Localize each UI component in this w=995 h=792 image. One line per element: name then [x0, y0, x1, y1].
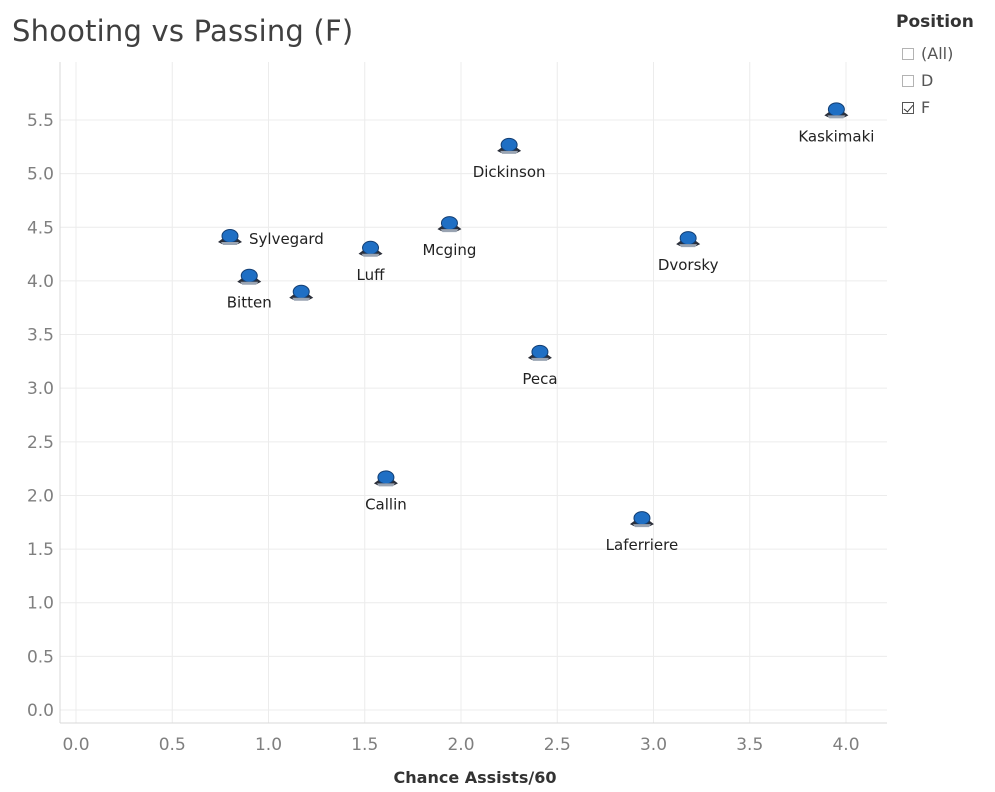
point-label: Laferriere [606, 536, 679, 554]
chart-title: Shooting vs Passing (F) [12, 14, 354, 48]
team-logo-base [679, 244, 698, 248]
data-points: Kaskimaki Dickinson Sylvegard Mcging Luff Dvo… [218, 102, 874, 554]
team-logo-base [361, 253, 380, 257]
grid-lines [60, 62, 887, 723]
data-point [497, 137, 522, 154]
point-label: Dickinson [473, 163, 546, 181]
data-point [289, 284, 314, 301]
team-logo-head [377, 470, 395, 485]
x-tick-label: 4.0 [832, 735, 859, 755]
team-logo-head [221, 229, 239, 243]
x-tick-label: 3.0 [640, 735, 667, 755]
x-tick-label: 2.5 [544, 735, 571, 755]
y-tick-label: 1.0 [27, 594, 54, 614]
team-logo-base [827, 115, 846, 119]
y-tick-label: 4.0 [27, 272, 54, 292]
point-label: Callin [365, 495, 407, 513]
team-logo-head [500, 137, 518, 152]
team-logo-head [679, 231, 697, 246]
team-logo-base [530, 357, 549, 361]
x-tick-label: 3.5 [736, 735, 763, 755]
team-logo-head [240, 268, 258, 283]
data-point [629, 511, 654, 528]
axes: 0.0 0.5 1.0 1.5 2.0 2.5 3.0 3.5 4.0 0.0 0.5 1.0 1.5 2… [27, 62, 887, 755]
point-label: Luff [357, 266, 386, 284]
y-tick-label: 1.5 [27, 540, 54, 560]
team-logo-base [500, 150, 519, 154]
y-tick-label: 0.0 [27, 701, 54, 721]
x-tick-label: 2.0 [447, 735, 474, 755]
legend-checkbox[interactable] [902, 47, 914, 60]
y-tick-label: 2.5 [27, 433, 54, 453]
y-tick-label: 0.5 [27, 647, 54, 667]
data-point [527, 344, 552, 361]
team-logo-base [240, 281, 259, 285]
legend-item-label: F [921, 98, 931, 117]
data-point [437, 216, 462, 233]
team-logo-head [531, 344, 549, 359]
legend-checkbox[interactable] [902, 74, 914, 87]
x-axis-label: Chance Assists/60 [394, 768, 557, 787]
point-label: Sylvegard [249, 230, 324, 248]
legend-checkbox[interactable] [902, 101, 914, 114]
y-tick-label: 5.0 [27, 165, 54, 185]
legend-item[interactable]: (All) [896, 40, 991, 67]
point-label: Dvorsky [658, 256, 719, 274]
team-logo-base [221, 242, 239, 245]
data-point [373, 470, 398, 487]
y-tick-label: 2.0 [27, 486, 54, 506]
team-logo-head [827, 102, 845, 117]
x-tick-label: 1.5 [351, 735, 378, 755]
data-point [237, 268, 262, 285]
data-point [676, 231, 701, 248]
legend-item[interactable]: D [896, 67, 991, 94]
point-label: Mcging [422, 241, 476, 259]
point-label: Peca [522, 370, 557, 388]
data-point [218, 229, 242, 245]
data-point [358, 240, 383, 257]
team-logo-base [440, 229, 459, 233]
team-logo-head [633, 511, 651, 526]
legend-title: Position [896, 12, 974, 32]
y-tick-label: 4.5 [27, 218, 54, 238]
x-tick-label: 0.0 [62, 735, 89, 755]
team-logo-head [440, 216, 458, 231]
x-tick-label: 1.0 [255, 735, 282, 755]
point-label: Bitten [227, 294, 272, 312]
team-logo-base [292, 297, 311, 301]
team-logo-base [376, 483, 395, 487]
legend-item[interactable]: F [896, 94, 991, 121]
team-logo-head [362, 240, 380, 255]
y-tick-label: 3.5 [27, 326, 54, 346]
legend-item-label: (All) [921, 44, 954, 63]
y-tick-label: 3.0 [27, 379, 54, 399]
data-point [824, 102, 849, 119]
team-logo-head [292, 284, 310, 299]
legend-item-label: D [921, 71, 934, 90]
point-label: Kaskimaki [798, 127, 874, 145]
position-filter-legend: Position (All) D F [896, 12, 991, 121]
x-tick-label: 0.5 [159, 735, 186, 755]
legend-items: (All) D F [896, 40, 991, 121]
team-logo-base [632, 524, 651, 528]
y-tick-label: 5.5 [27, 111, 54, 131]
